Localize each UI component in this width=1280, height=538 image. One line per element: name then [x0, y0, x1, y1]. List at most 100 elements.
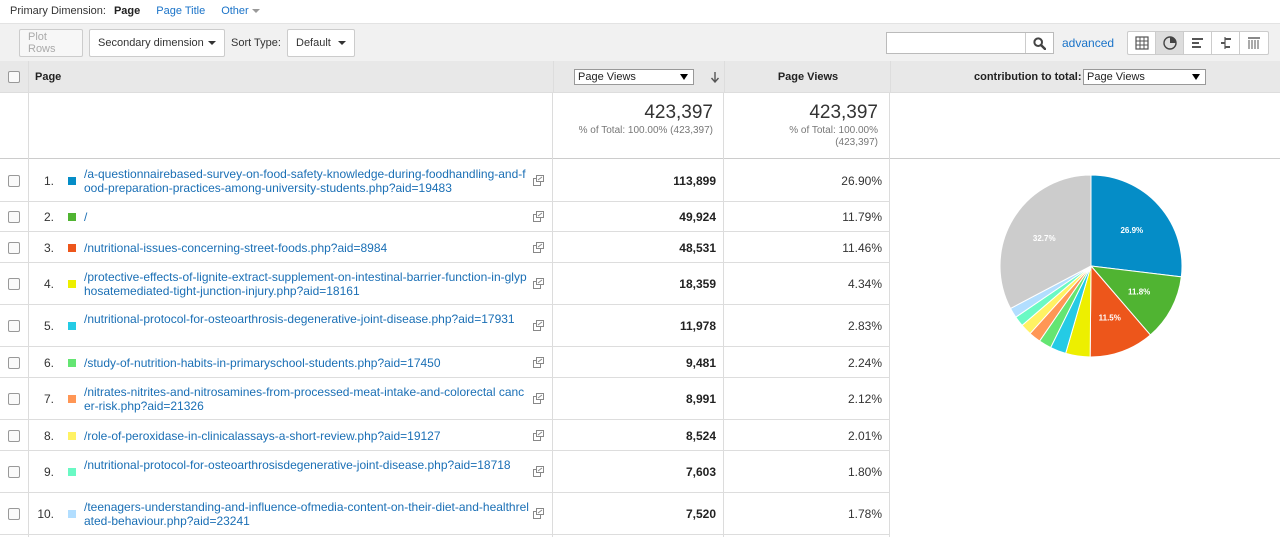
row-page-link[interactable]: /nutritional-protocol-for-osteoarthrosis… [84, 458, 511, 472]
row-checkbox[interactable] [8, 429, 20, 442]
row-checkbox[interactable] [8, 466, 20, 478]
row-percent: 1.80% [847, 465, 882, 479]
primary-dimension-bar: Primary Dimension: Page Page Title Other [0, 0, 1280, 22]
table-row: 3. /nutritional-issues-concerning-street-… [0, 232, 890, 263]
advanced-filter-link[interactable]: advanced [1062, 36, 1115, 50]
open-external-icon[interactable] [533, 429, 545, 441]
total-pv-value: 423,397 [809, 102, 878, 123]
pie-slice-2[interactable] [1089, 265, 1182, 336]
performance-view-button[interactable] [1184, 32, 1212, 54]
row-page-link[interactable]: /nutritional-protocol-for-osteoarthrosis… [84, 312, 515, 326]
row-checkbox[interactable] [8, 175, 20, 187]
row-page-link[interactable]: / [84, 210, 88, 224]
row-color-swatch [68, 431, 76, 440]
row-page-views: 7,520 [685, 507, 716, 521]
pie-slice-label: 26.9% [1120, 226, 1143, 235]
contribution-select-value: Page Views [1087, 71, 1145, 83]
row-color-swatch [68, 322, 76, 330]
table-view-button[interactable] [1128, 32, 1156, 54]
row-index: 4. [43, 277, 54, 291]
pie-slice-1[interactable] [1090, 174, 1183, 278]
table-row: 9. /nutritional-protocol-for-osteoarthros… [0, 451, 890, 493]
header-page[interactable]: Page [28, 61, 553, 93]
row-page-link[interactable]: /teenagers-understanding-and-influence-o… [84, 500, 529, 528]
row-page-views: 113,899 [673, 174, 716, 188]
row-index: 6. [43, 355, 54, 370]
open-external-icon[interactable] [533, 466, 545, 477]
table-row: 8. /role-of-peroxidase-in-clinicalassays-… [0, 420, 890, 451]
select-all-checkbox[interactable] [8, 71, 20, 83]
table-row: 5. /nutritional-protocol-for-osteoarthros… [0, 305, 890, 347]
row-checkbox[interactable] [8, 320, 20, 332]
sort-type-dropdown[interactable]: Default [287, 29, 355, 57]
row-index: 9. [43, 465, 54, 479]
open-external-icon[interactable] [533, 175, 545, 186]
row-checkbox[interactable] [8, 211, 20, 223]
open-external-icon[interactable] [533, 508, 545, 519]
row-checkbox[interactable] [8, 278, 20, 290]
table-search [886, 32, 1054, 54]
sort-descending-icon[interactable] [710, 71, 720, 83]
row-color-swatch [68, 177, 76, 185]
total-metric-value: 423,397 [644, 102, 713, 123]
row-checkbox[interactable] [8, 508, 20, 520]
pie-slice-label: 11.5% [1099, 313, 1121, 322]
dimension-option-page[interactable]: Page [113, 5, 141, 17]
row-page-views: 18,359 [679, 277, 716, 291]
table-row: 10. /teenagers-understanding-and-influenc… [0, 493, 890, 535]
dimension-option-other[interactable]: Other [221, 5, 260, 17]
open-external-icon[interactable] [533, 241, 545, 253]
row-checkbox[interactable] [8, 241, 20, 254]
search-input[interactable] [887, 33, 1026, 53]
sort-type-label: Sort Type: [231, 37, 281, 49]
table-view-icon [1134, 36, 1149, 50]
column-divider [552, 93, 553, 537]
row-page-link[interactable]: /a-questionnairebased-survey-on-food-saf… [84, 167, 526, 195]
pie-slice-label: 32.7% [1033, 234, 1056, 243]
search-icon [1032, 36, 1046, 50]
open-external-icon[interactable] [533, 278, 545, 289]
open-external-icon[interactable] [533, 211, 545, 222]
pie-view-button[interactable] [1156, 32, 1184, 54]
plot-rows-button[interactable]: Plot Rows [19, 29, 83, 57]
metric-select[interactable]: Page Views [574, 69, 694, 85]
row-page-link[interactable]: /role-of-peroxidase-in-clinicalassays-a-… [84, 428, 441, 443]
row-index: 1. [43, 174, 54, 188]
open-external-icon[interactable] [533, 393, 545, 404]
dimension-option-page-title[interactable]: Page Title [156, 5, 206, 17]
row-page-views: 8,524 [685, 428, 716, 443]
dropdown-arrow-icon [680, 74, 688, 80]
contribution-label: contribution to total: [974, 71, 1082, 83]
search-button[interactable] [1025, 33, 1053, 53]
report-toolbar: Plot Rows Secondary dimension Sort Type:… [0, 23, 1280, 61]
contribution-select[interactable]: Page Views [1083, 69, 1206, 85]
table-row: 7. /nitrates-nitrites-and-nitrosamines-fr… [0, 378, 890, 420]
row-page-link[interactable]: /nitrates-nitrites-and-nitrosamines-from… [84, 385, 525, 413]
header-page-label: Page [35, 71, 62, 83]
pie-slice-3[interactable] [1089, 264, 1152, 358]
row-checkbox[interactable] [8, 393, 20, 405]
secondary-dimension-dropdown[interactable]: Secondary dimension [89, 29, 225, 57]
column-divider [889, 93, 890, 537]
header-metric-select-cell: Page Views [553, 61, 724, 93]
row-page-link[interactable]: /nutritional-issues-concerning-street-fo… [84, 240, 388, 255]
comparison-view-button[interactable] [1212, 32, 1240, 54]
open-external-icon[interactable] [533, 320, 545, 331]
row-color-swatch [68, 468, 76, 476]
open-external-icon[interactable] [533, 356, 545, 368]
chevron-down-icon [251, 9, 260, 13]
row-checkbox[interactable] [8, 356, 20, 369]
pivot-view-button[interactable] [1240, 32, 1268, 54]
pie-slice-other[interactable] [999, 174, 1092, 310]
row-color-swatch [68, 395, 76, 403]
header-checkbox-cell [0, 61, 28, 93]
row-page-link[interactable]: /study-of-nutrition-habits-in-primarysch… [84, 355, 441, 370]
table-row: 6. /study-of-nutrition-habits-in-primarys… [0, 347, 890, 378]
metric-select-value: Page Views [578, 71, 636, 83]
header-page-views[interactable]: Page Views [724, 61, 890, 93]
row-page-views: 8,991 [685, 392, 716, 406]
pie-view-icon [1162, 36, 1177, 50]
row-page-link[interactable]: /protective-effects-of-lignite-extract-s… [84, 270, 527, 298]
row-color-swatch [68, 213, 76, 221]
header-contribution: contribution to total: Page Views [890, 61, 1280, 93]
